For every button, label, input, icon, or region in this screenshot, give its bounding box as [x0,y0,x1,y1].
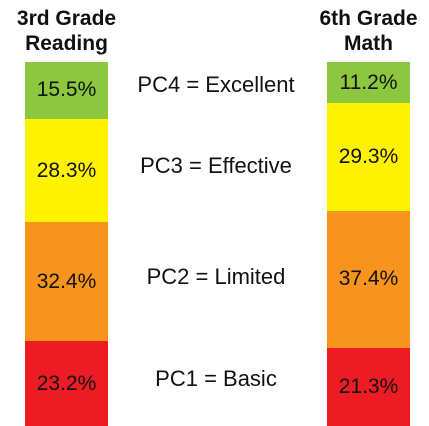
value-label: 28.3% [36,158,97,182]
value-label: 11.2% [339,70,398,94]
legend-label: PC4 = Excellent [137,72,295,98]
bar-segment [327,347,410,426]
value-label: 37.4% [338,267,399,291]
legend-label: PC2 = Limited [146,263,286,289]
bar-segment [25,222,108,342]
category-label: 6th Grade Math [319,7,418,55]
value-label: 15.5% [36,78,97,102]
bar-segment [327,103,410,211]
bar-segment [327,62,410,104]
value-label: 29.3% [338,144,399,168]
bar-segment [25,341,108,426]
legend-label: PC3 = Effective [140,152,292,178]
value-label: 23.2% [36,371,97,395]
value-label: 21.3% [338,374,399,398]
legend-label: PC1 = Basic [155,365,277,391]
bar-segment [25,62,108,119]
category-label: 3rd Grade Reading [16,7,117,55]
bar-segment [327,210,410,348]
value-label: 32.4% [36,269,97,293]
bar-segment [25,118,108,223]
